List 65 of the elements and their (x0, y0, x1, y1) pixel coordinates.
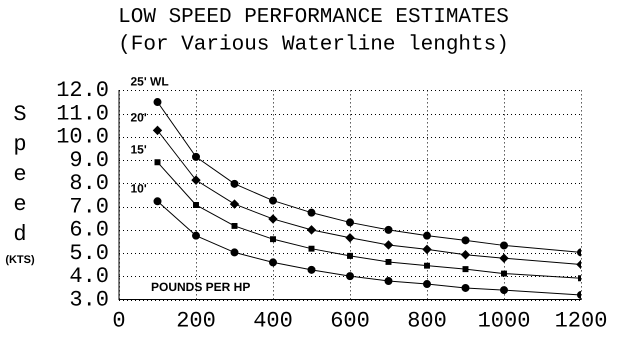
point (230, 248, 238, 256)
y-tick-label: 4.0 (69, 264, 109, 290)
point (308, 266, 316, 274)
point (423, 280, 431, 288)
x-tick-label: 1200 (554, 308, 608, 334)
point (232, 222, 238, 229)
point (307, 225, 316, 234)
y-tick-label: 8.0 (69, 171, 109, 196)
point (269, 258, 277, 266)
point (154, 98, 162, 106)
point (346, 233, 354, 242)
series-label: 20' (130, 110, 147, 125)
y-tick-label: 11.0 (56, 101, 109, 126)
point (346, 218, 354, 226)
point (308, 208, 316, 217)
point (423, 232, 431, 240)
point (500, 286, 508, 294)
series-label: 10' (130, 182, 147, 196)
point (386, 258, 392, 265)
point (462, 284, 470, 292)
y-tick-label: 9.0 (69, 148, 109, 173)
y-tick-label: 6.0 (69, 218, 109, 243)
y-tick-label: 3.0 (69, 287, 109, 312)
x-tick-label: 400 (253, 308, 293, 334)
y-tick-label: 10.0 (56, 124, 109, 150)
point (154, 197, 162, 206)
point (230, 180, 238, 188)
point (346, 272, 354, 280)
y-axis-title: Speed (KTS) (4, 101, 36, 266)
x-tick-label: 1000 (478, 308, 530, 334)
y-tick-label: 12.0 (56, 78, 109, 104)
point (192, 152, 200, 161)
point (424, 262, 430, 269)
point (230, 200, 239, 209)
point (347, 252, 353, 259)
point (422, 244, 432, 254)
series-label: 15' (130, 142, 147, 157)
point (384, 240, 393, 250)
point (192, 232, 200, 240)
x-axis-title: POUNDS PER HP (151, 280, 250, 294)
point (154, 159, 160, 166)
point (268, 214, 278, 224)
point (500, 241, 508, 250)
point (269, 196, 277, 205)
series-label: 25' WL (130, 74, 169, 89)
point (462, 266, 468, 272)
point (153, 126, 162, 135)
x-tick-label: 800 (407, 308, 447, 334)
point (270, 236, 276, 242)
point (461, 250, 470, 260)
point (500, 254, 508, 263)
point (462, 236, 470, 244)
chart-title: LOW SPEED PERFORMANCE ESTIMATES (118, 6, 509, 30)
point (501, 270, 507, 277)
x-tick-label: 0 (112, 308, 126, 334)
y-tick-label: 7.0 (69, 194, 109, 220)
point (308, 246, 314, 252)
x-tick-label: 200 (176, 308, 216, 334)
x-tick-label: 600 (330, 308, 370, 334)
y-tick-label: 5.0 (69, 240, 109, 266)
point (384, 277, 392, 286)
chart-subtitle: (For Various Waterline lenghts) (118, 33, 509, 56)
point (192, 176, 200, 185)
point (193, 202, 199, 208)
point (384, 226, 392, 234)
